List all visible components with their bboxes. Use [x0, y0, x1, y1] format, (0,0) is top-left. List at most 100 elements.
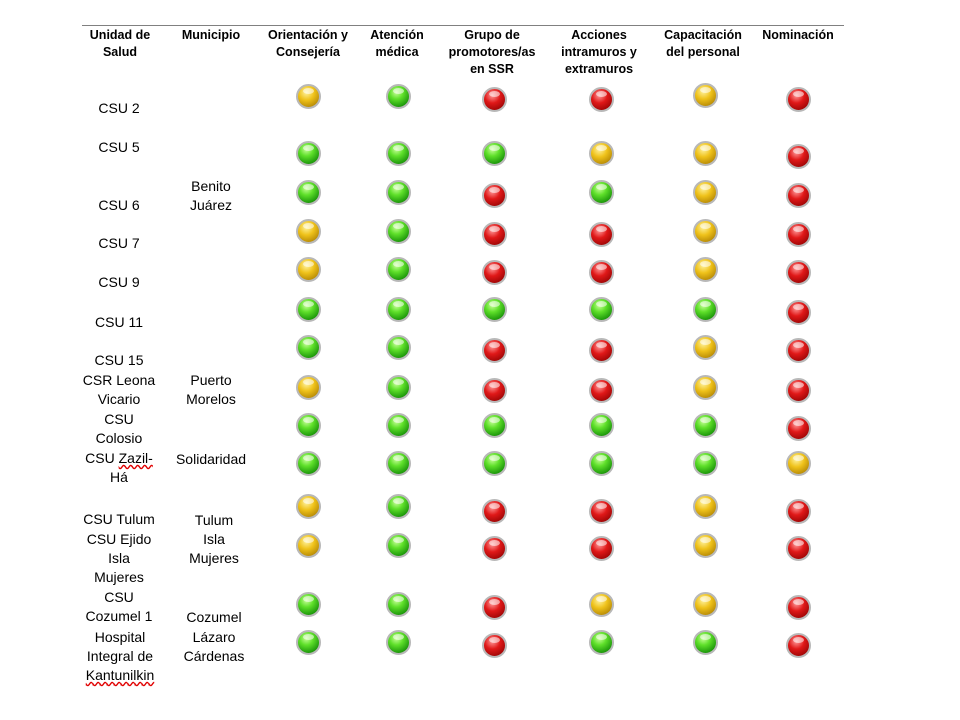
unit-label: CSU Colosio — [95, 411, 143, 446]
status-light-green — [296, 630, 321, 655]
unit-label: CSR Leona Vicario — [82, 372, 156, 407]
status-light-green — [386, 141, 411, 166]
status-light-red — [482, 378, 507, 403]
status-light-yellow — [693, 257, 718, 282]
unit-label: CSU 11 — [95, 314, 143, 330]
municipio-label: Puerto Morelos — [186, 372, 236, 407]
municipio-label: Cozumel — [186, 609, 242, 625]
unit-label: CSU 6 — [98, 197, 140, 213]
status-light-red — [589, 260, 614, 285]
status-light-yellow — [693, 533, 718, 558]
status-light-red — [786, 416, 811, 441]
status-light-green — [482, 141, 507, 166]
status-light-yellow — [693, 494, 718, 519]
unit-label: CSU Cozumel 1 — [85, 589, 153, 624]
status-light-green — [386, 180, 411, 205]
status-light-yellow — [786, 451, 811, 476]
status-light-red — [786, 633, 811, 658]
status-light-yellow — [296, 219, 321, 244]
spelling-error-mark: Kantunilkin — [85, 667, 155, 683]
status-light-yellow — [296, 494, 321, 519]
status-light-red — [589, 536, 614, 561]
status-light-red — [786, 87, 811, 112]
status-light-yellow — [296, 84, 321, 109]
status-light-red — [786, 260, 811, 285]
status-light-red — [786, 338, 811, 363]
status-light-green — [482, 451, 507, 476]
unit-label: CSU Tulum — [83, 511, 155, 527]
unit-label: Hospital Integral de Kantunilkin — [85, 629, 155, 683]
status-light-red — [786, 595, 811, 620]
header-nominacion: Nominación — [762, 28, 834, 42]
status-light-red — [482, 222, 507, 247]
status-light-red — [482, 499, 507, 524]
municipio-label: Isla Mujeres — [189, 531, 239, 566]
unit-label: CSU 15 — [94, 352, 144, 368]
status-light-green — [386, 219, 411, 244]
header-municipio: Municipio — [181, 28, 241, 42]
header-unidad-de-salud: Unidad de Salud — [89, 28, 151, 59]
status-light-green — [589, 297, 614, 322]
status-light-yellow — [589, 141, 614, 166]
status-light-green — [386, 335, 411, 360]
status-light-green — [589, 451, 614, 476]
unit-label: CSU 5 — [98, 139, 140, 155]
status-light-red — [482, 260, 507, 285]
status-light-green — [482, 413, 507, 438]
status-light-yellow — [693, 375, 718, 400]
status-light-red — [786, 222, 811, 247]
status-light-green — [386, 451, 411, 476]
status-light-red — [589, 338, 614, 363]
status-light-green — [386, 533, 411, 558]
status-light-red — [482, 338, 507, 363]
status-light-yellow — [296, 533, 321, 558]
status-light-green — [296, 180, 321, 205]
status-light-red — [482, 536, 507, 561]
status-light-green — [386, 257, 411, 282]
status-light-green — [482, 297, 507, 322]
status-light-yellow — [693, 180, 718, 205]
municipio-label: Solidaridad — [175, 451, 247, 467]
status-light-green — [386, 592, 411, 617]
status-light-red — [786, 300, 811, 325]
status-light-red — [786, 536, 811, 561]
municipio-label: Lázaro Cárdenas — [183, 629, 245, 664]
header-atencion-medica: Atención médica — [370, 28, 424, 59]
unit-label: CSU Zazil- Há — [85, 450, 153, 485]
unit-label: CSU 2 — [98, 100, 140, 116]
status-light-red — [786, 378, 811, 403]
status-light-green — [386, 630, 411, 655]
status-light-green — [296, 592, 321, 617]
header-capacitacion-del-personal: Capacitación del personal — [664, 28, 742, 59]
status-light-red — [786, 499, 811, 524]
status-light-green — [693, 413, 718, 438]
status-light-green — [296, 141, 321, 166]
status-light-red — [482, 633, 507, 658]
status-light-green — [693, 630, 718, 655]
status-light-green — [589, 630, 614, 655]
municipio-label: Benito Juárez — [189, 178, 233, 213]
header-acciones-intramuros: Acciones intramuros y extramuros — [561, 28, 637, 76]
status-light-green — [296, 413, 321, 438]
status-light-red — [589, 87, 614, 112]
status-light-yellow — [693, 83, 718, 108]
status-light-green — [386, 375, 411, 400]
status-light-green — [386, 494, 411, 519]
status-light-yellow — [693, 219, 718, 244]
status-light-green — [693, 451, 718, 476]
status-light-red — [589, 378, 614, 403]
status-light-red — [786, 144, 811, 169]
status-light-red — [589, 222, 614, 247]
status-light-green — [296, 335, 321, 360]
status-light-green — [386, 413, 411, 438]
status-light-green — [296, 451, 321, 476]
status-light-red — [786, 183, 811, 208]
status-light-yellow — [296, 375, 321, 400]
unit-label: CSU Ejido Isla Mujeres — [86, 531, 152, 585]
status-light-yellow — [589, 592, 614, 617]
header-grupo-de-promotores: Grupo de promotores/as en SSR — [448, 28, 536, 76]
header-orientacion-y-consejeria: Orientación y Consejería — [268, 28, 348, 59]
municipio-label: Tulum — [194, 512, 234, 528]
status-light-red — [589, 499, 614, 524]
spelling-error-mark: Zazil- — [118, 450, 153, 466]
